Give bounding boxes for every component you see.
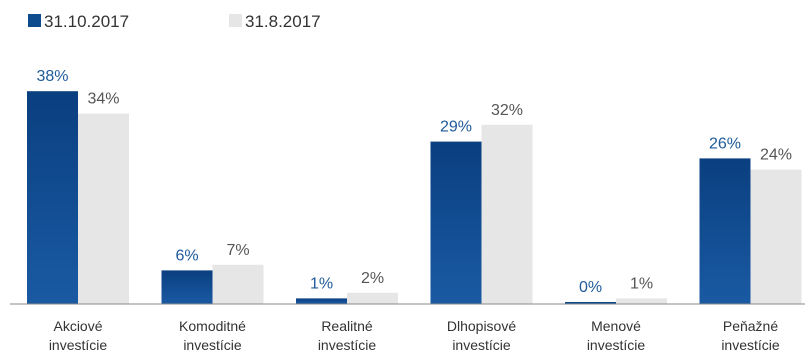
category-label-1-1: investície bbox=[183, 337, 242, 353]
bars bbox=[27, 91, 802, 304]
value-label-0-3: 29% bbox=[440, 119, 472, 136]
category-labels: Akciové investície Komoditné investície Real… bbox=[49, 318, 780, 353]
bar-0-1 bbox=[161, 270, 213, 304]
legend-swatch-1 bbox=[229, 14, 242, 27]
value-label-0-1: 6% bbox=[175, 247, 198, 264]
value-label-1-3: 32% bbox=[491, 102, 523, 119]
legend: 31.10.2017 31.8.2017 bbox=[28, 12, 321, 31]
value-label-1-0: 34% bbox=[87, 91, 119, 108]
category-label-2-1: investície bbox=[318, 337, 377, 353]
bar-1-4 bbox=[616, 298, 667, 304]
category-label-2-0: Realitné bbox=[321, 318, 373, 334]
legend-label-0: 31.10.2017 bbox=[44, 12, 129, 31]
category-label-5-1: investície bbox=[721, 337, 780, 353]
bar-1-3 bbox=[481, 124, 533, 304]
category-label-0-1: investície bbox=[49, 337, 108, 353]
value-label-1-1: 7% bbox=[226, 242, 249, 259]
legend-swatch-0 bbox=[28, 14, 41, 27]
value-labels: 38% 34% 6% 7% 1% 2% 29% 32% 0% 1% 26% 24% bbox=[36, 68, 792, 296]
category-label-3-1: investície bbox=[452, 337, 511, 353]
bar-1-0 bbox=[78, 113, 129, 304]
category-label-4-1: investície bbox=[587, 337, 646, 353]
value-label-1-5: 24% bbox=[760, 147, 792, 164]
bar-0-5 bbox=[699, 158, 751, 304]
value-label-1-2: 2% bbox=[361, 270, 384, 287]
category-label-0-0: Akciové bbox=[53, 318, 102, 334]
bar-1-1 bbox=[212, 264, 264, 304]
bar-0-2 bbox=[296, 298, 347, 304]
value-label-1-4: 1% bbox=[630, 275, 653, 292]
value-label-0-4: 0% bbox=[579, 279, 602, 296]
bar-0-0 bbox=[27, 91, 78, 304]
bar-1-5 bbox=[750, 169, 802, 304]
category-label-4-0: Menové bbox=[591, 318, 641, 334]
category-label-3-0: Dlhopisové bbox=[447, 318, 516, 334]
category-label-1-0: Komoditné bbox=[179, 318, 246, 334]
legend-label-1: 31.8.2017 bbox=[245, 12, 321, 31]
bar-0-4 bbox=[565, 302, 616, 304]
value-label-0-0: 38% bbox=[36, 68, 68, 85]
category-label-5-0: Peňažné bbox=[723, 318, 778, 334]
value-label-0-5: 26% bbox=[709, 135, 741, 152]
value-label-0-2: 1% bbox=[310, 275, 333, 292]
bar-0-3 bbox=[430, 141, 482, 304]
bar-1-2 bbox=[347, 292, 398, 304]
